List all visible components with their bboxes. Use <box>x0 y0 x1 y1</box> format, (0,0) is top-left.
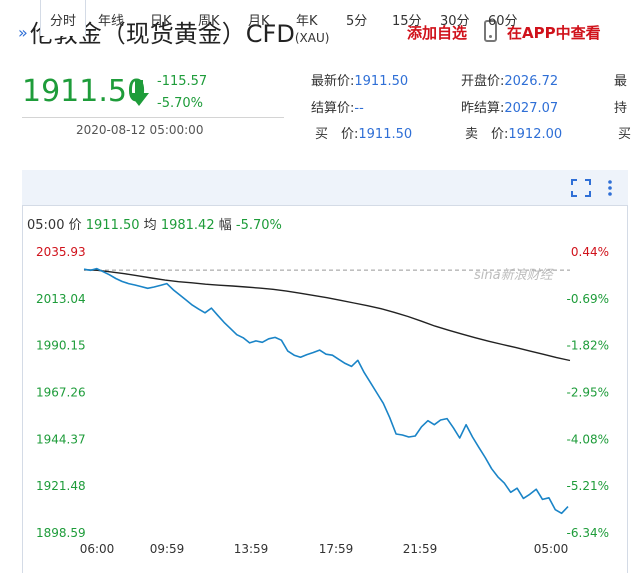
average-line <box>83 269 571 362</box>
add-watch-button[interactable]: 添加自选 <box>407 24 468 42</box>
info-amp: -5.70% <box>235 218 282 233</box>
quote-field-prev-settle: 昨结算:2027.07 <box>461 97 558 116</box>
more-icon[interactable] <box>604 178 616 198</box>
x-tick: 09:59 <box>150 542 185 556</box>
x-tick: 05:00 <box>534 542 569 556</box>
y-tick-left: 1990.15 <box>36 339 86 353</box>
field-value: 1911.50 <box>354 74 409 89</box>
divider <box>22 117 284 118</box>
watermark: sina新浪财经 <box>474 267 555 283</box>
y-tick-right: -6.34% <box>567 526 609 540</box>
info-avg: 1981.42 <box>160 218 215 233</box>
code-label: (XAU) <box>294 31 330 45</box>
y-tick-left: 1898.59 <box>36 526 86 540</box>
quote-datetime: 2020-08-12 05:00:00 <box>76 123 204 137</box>
field-value: 2026.72 <box>504 74 559 89</box>
y-tick-right: -2.95% <box>567 386 609 400</box>
y-tick-right: -5.21% <box>567 479 609 493</box>
x-tick: 13:59 <box>234 542 269 556</box>
tab-week-k[interactable]: 周K <box>198 14 220 29</box>
tab-month-k[interactable]: 月K <box>248 14 270 29</box>
quote-field-latest: 最新价:1911.50 <box>311 70 408 89</box>
field-label: 卖 价: <box>465 127 509 142</box>
field-value: 1912.00 <box>508 127 563 142</box>
x-tick: 21:59 <box>403 542 438 556</box>
y-tick-left: 2035.93 <box>36 245 86 259</box>
y-tick-left: 1944.37 <box>36 432 86 446</box>
y-tick-right: -4.08% <box>567 432 609 446</box>
tab-15min[interactable]: 15分 <box>392 14 422 29</box>
info-amp-label: 幅 <box>218 218 232 233</box>
info-bar: 05:00 价 1911.50 均 1981.42 幅 -5.70% <box>27 214 282 233</box>
phone-icon[interactable] <box>484 20 497 42</box>
chevron-right-icon: » <box>18 23 28 42</box>
tab-60min[interactable]: 60分 <box>488 14 518 29</box>
down-arrow-icon <box>129 80 149 106</box>
tab-minute[interactable]: 分时 <box>40 0 87 36</box>
tab-year-line[interactable]: 年线 <box>98 14 125 29</box>
info-price-label: 价 <box>68 218 82 233</box>
field-value: 2027.07 <box>504 101 559 116</box>
y-tick-right: -0.69% <box>567 292 609 306</box>
info-avg-label: 均 <box>143 218 157 233</box>
price-line <box>83 267 569 515</box>
price-change-pct: -5.70% <box>157 96 203 111</box>
current-price: 1911.50 <box>22 74 147 109</box>
field-label: 昨结算: <box>461 101 505 116</box>
quote-field-settle: 结算价:-- <box>311 97 364 116</box>
price-change: -115.57 <box>157 74 208 89</box>
y-tick-right: 0.44% <box>571 245 609 259</box>
tab-30min[interactable]: 30分 <box>440 14 470 29</box>
view-app-button[interactable]: 在APP中查看 <box>507 24 601 42</box>
field-label: 开盘价: <box>461 74 505 89</box>
field-label: 最新价: <box>311 74 355 89</box>
quote-field-ask: 卖 价:1912.00 <box>465 123 562 142</box>
quote-field-bid: 买 价:1911.50 <box>315 123 412 142</box>
fullscreen-icon[interactable] <box>570 178 592 198</box>
info-time: 05:00 <box>27 218 65 233</box>
y-tick-left: 1967.26 <box>36 386 86 400</box>
field-value: -- <box>354 101 364 116</box>
y-tick-left: 2013.04 <box>36 292 86 306</box>
y-tick-left: 1921.48 <box>36 479 86 493</box>
period-tabs <box>22 170 628 206</box>
info-price: 1911.50 <box>85 218 140 233</box>
tab-5min[interactable]: 5分 <box>346 14 368 29</box>
tab-day-k[interactable]: 日K <box>150 14 172 29</box>
tab-year-k[interactable]: 年K <box>296 14 318 29</box>
field-label: 买 价: <box>315 127 359 142</box>
field-value: 1911.50 <box>358 127 413 142</box>
field-label: 结算价: <box>311 101 355 116</box>
x-tick: 06:00 <box>80 542 115 556</box>
y-tick-right: -1.82% <box>567 339 609 353</box>
quote-field-cut: 买 <box>618 127 632 142</box>
quote-field-cut: 持 <box>614 101 628 116</box>
x-tick: 17:59 <box>319 542 354 556</box>
quote-field-open: 开盘价:2026.72 <box>461 70 558 89</box>
quote-field-cut: 最 <box>614 74 628 89</box>
